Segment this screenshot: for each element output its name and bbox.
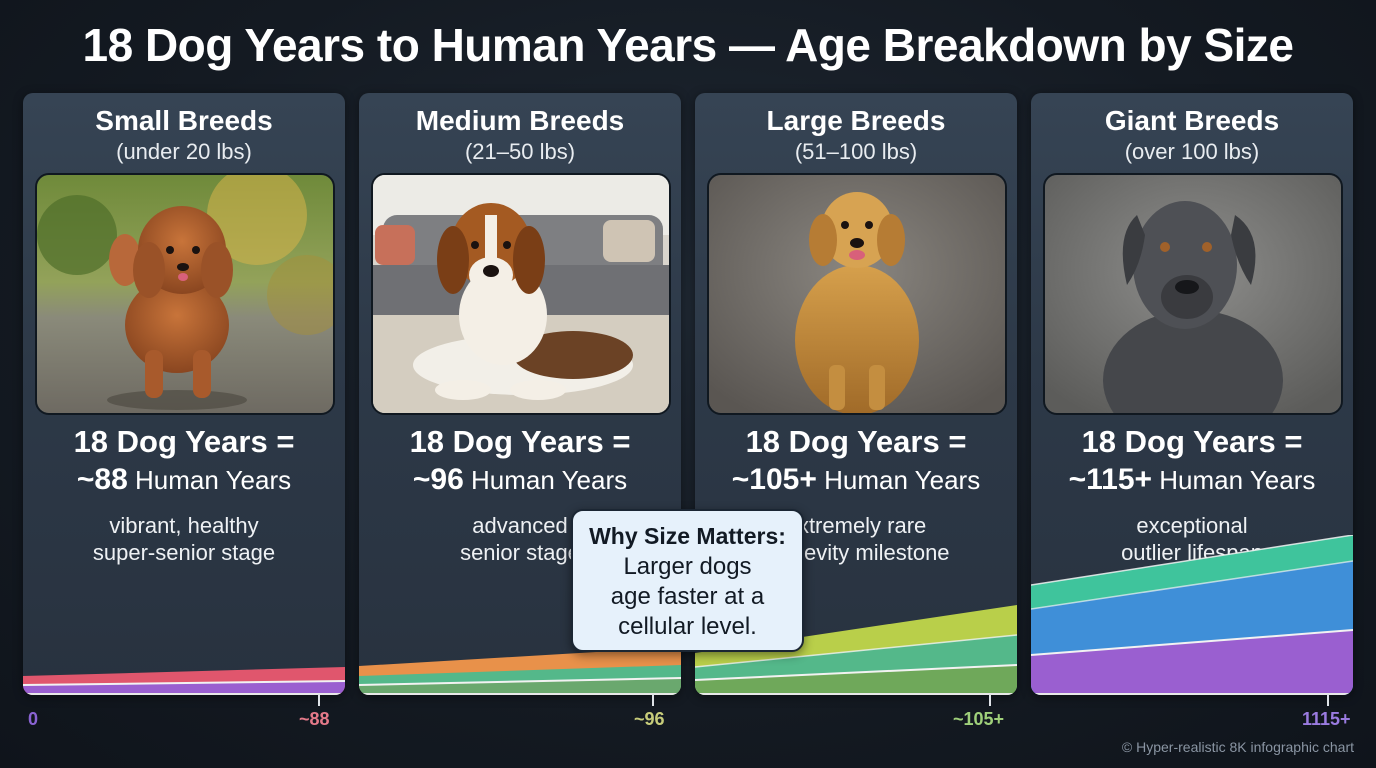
great-dane-photo bbox=[1043, 173, 1343, 415]
axis-label-96: ~96 bbox=[634, 709, 665, 729]
axis-label-0: 0 bbox=[28, 709, 39, 729]
stat-line: 18 Dog Years = bbox=[1081, 424, 1303, 459]
axis-label-88: ~88 bbox=[299, 709, 330, 729]
human-years-suffix: Human Years bbox=[135, 465, 292, 495]
callout-line-2: age faster at a bbox=[610, 583, 765, 610]
golden-retriever-photo bbox=[707, 173, 1007, 415]
human-years-suffix: Human Years bbox=[824, 465, 981, 495]
human-years-value: ~88 bbox=[76, 463, 128, 496]
breed-title: Medium Breeds bbox=[415, 105, 625, 136]
desc-line-1: advanced bbox=[472, 513, 568, 538]
desc-line-2: senior stage bbox=[460, 540, 580, 565]
callout-line-1: Larger dogs bbox=[623, 553, 752, 580]
breed-card-small: Small Breeds (under 20 lbs) bbox=[23, 93, 345, 695]
breed-card-large: Large Breeds (51–100 lbs) 18 Dog Years =… bbox=[695, 93, 1017, 695]
breed-description: advanced senior stage bbox=[359, 512, 681, 566]
breed-weight: (over 100 lbs) bbox=[1124, 139, 1260, 164]
desc-line-1: exceptional bbox=[1136, 513, 1248, 538]
credit-text: © Hyper-realistic 8K infographic chart bbox=[1121, 739, 1354, 755]
age-band-medium bbox=[359, 647, 681, 695]
human-years-value: ~115+ bbox=[1068, 463, 1153, 496]
callout-body: Larger dogs age faster at a cellular lev… bbox=[573, 552, 802, 642]
breed-title: Small Breeds bbox=[95, 105, 273, 136]
age-band-large bbox=[695, 605, 1017, 695]
poodle-photo bbox=[35, 173, 335, 415]
desc-line-2: super-senior stage bbox=[92, 540, 276, 565]
desc-line-1: extremely rare bbox=[785, 513, 927, 538]
axis-ticks bbox=[318, 694, 1329, 706]
human-years-line: ~88 Human Years bbox=[23, 463, 345, 497]
human-years-value: ~96 bbox=[412, 463, 464, 496]
axis-label-115: 1115+ bbox=[1302, 709, 1351, 729]
human-years-line: ~96 Human Years bbox=[359, 463, 681, 497]
age-band-giant bbox=[1031, 535, 1353, 695]
stat-line: 18 Dog Years = bbox=[409, 424, 631, 459]
axis-label-105: ~105+ bbox=[953, 709, 1005, 729]
human-years-line: ~115+ Human Years bbox=[1031, 463, 1353, 497]
human-years-line: ~105+ Human Years bbox=[695, 463, 1017, 497]
human-years-suffix: Human Years bbox=[1159, 465, 1316, 495]
page-title: 18 Dog Years to Human Years — Age Breakd… bbox=[82, 19, 1295, 71]
callout-line-3: cellular level. bbox=[618, 613, 757, 640]
callout-title: Why Size Matters: bbox=[589, 523, 786, 549]
breed-card-giant: Giant Breeds (over 100 lbs) 18 Dog Years… bbox=[1031, 93, 1353, 695]
breed-weight: (21–50 lbs) bbox=[464, 139, 576, 164]
breed-description: vibrant, healthy super-senior stage bbox=[23, 512, 345, 566]
stat-line: 18 Dog Years = bbox=[745, 424, 967, 459]
breed-title: Giant Breeds bbox=[1104, 105, 1280, 136]
breed-weight: (under 20 lbs) bbox=[116, 139, 252, 164]
why-size-matters-callout: Why Size Matters: Larger dogs age faster… bbox=[571, 509, 804, 652]
desc-line-1: vibrant, healthy bbox=[109, 513, 259, 538]
beagle-photo bbox=[371, 173, 671, 415]
age-band-small bbox=[23, 667, 345, 695]
breed-title: Large Breeds bbox=[766, 105, 946, 136]
breed-weight: (51–100 lbs) bbox=[794, 139, 918, 164]
human-years-value: ~105+ bbox=[731, 463, 817, 496]
human-years-suffix: Human Years bbox=[471, 465, 628, 495]
stat-line: 18 Dog Years = bbox=[73, 424, 295, 459]
